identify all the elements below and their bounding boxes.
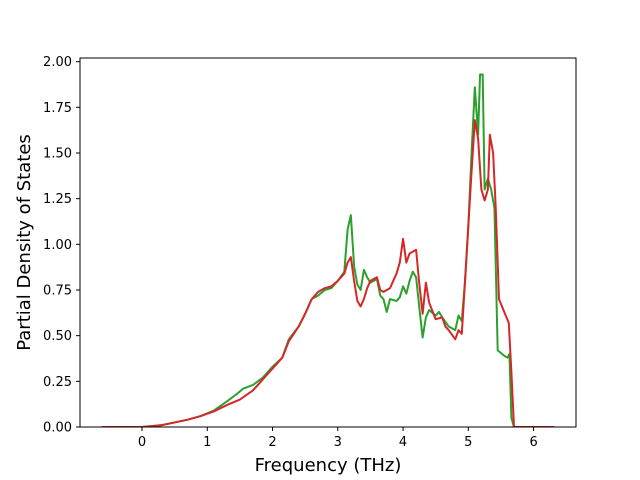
y-tick-label: 1.00: [43, 238, 72, 253]
x-axis-label: Frequency (THz): [255, 455, 402, 476]
plot-frame: [79, 57, 577, 428]
y-axis-label: Partial Density of States: [14, 134, 35, 351]
y-tick-label: 1.25: [43, 192, 72, 207]
x-tick-label: 0: [138, 435, 146, 450]
x-tick-label: 2: [268, 435, 276, 450]
y-tick-label: 0.50: [43, 329, 72, 344]
x-tick-label: 3: [334, 435, 342, 450]
x-tick-label: 6: [529, 435, 537, 450]
x-tick-label: 5: [464, 435, 472, 450]
plot-series: [101, 73, 555, 427]
x-tick-label: 4: [399, 435, 407, 450]
axis-ticks: 0 1 2 3 4 5 6 0.00 0.25 0.50 0.75 1.00 1.25 1.50 1.75 2…: [43, 55, 538, 450]
y-tick-label: 1.50: [43, 146, 72, 161]
series-line-1: [101, 73, 555, 427]
y-tick-label: 0.00: [43, 421, 72, 436]
y-tick-label: 0.25: [43, 375, 72, 390]
series-line-2: [101, 119, 555, 427]
y-tick-label: 1.75: [43, 101, 72, 116]
y-tick-label: 0.75: [43, 283, 72, 298]
y-tick-label: 2.00: [43, 55, 72, 70]
x-tick-label: 1: [203, 435, 211, 450]
